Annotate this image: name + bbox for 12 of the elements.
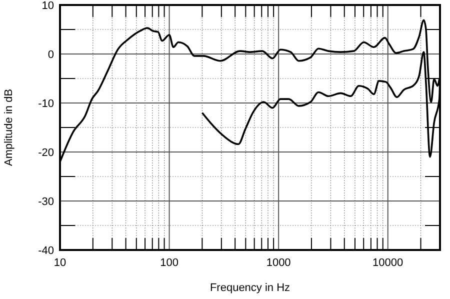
y-tick-label: 10: [42, 0, 54, 12]
x-tick-label: 10000: [372, 257, 404, 269]
x-tick-label: 1000: [266, 257, 291, 269]
x-axis-title: Frequency in Hz: [210, 282, 290, 294]
y-tick-label: -20: [38, 147, 54, 159]
y-tick-label: -10: [38, 98, 54, 110]
y-axis-title: Amplitude in dB: [3, 88, 15, 166]
x-tick-label: 10: [54, 257, 66, 269]
y-tick-label: -30: [38, 196, 54, 208]
y-tick-label: -40: [38, 245, 54, 257]
x-tick-label: 100: [160, 257, 178, 269]
y-tick-label: 0: [48, 49, 54, 61]
